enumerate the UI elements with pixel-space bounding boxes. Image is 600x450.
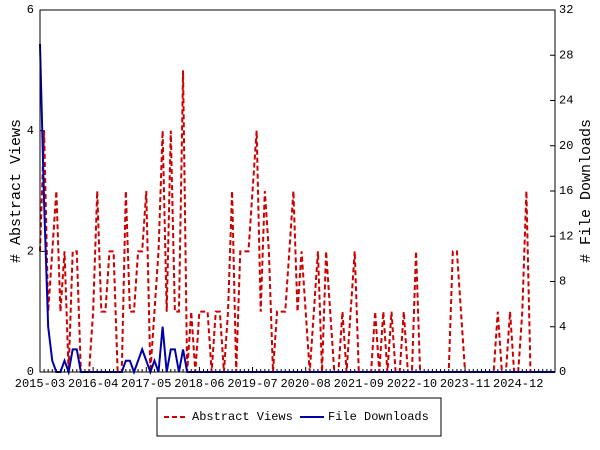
x-tick-label: 2020-08 (280, 377, 330, 391)
y2-tick-label: 32 (559, 3, 573, 17)
legend-label: Abstract Views (192, 410, 293, 424)
y2-tick-label: 24 (559, 94, 573, 108)
x-tick-label: 2016-04 (68, 377, 118, 391)
y2-axis-title: # File Downloads (578, 119, 595, 263)
x-tick-label: 2022-10 (387, 377, 437, 391)
y-tick-label: 6 (27, 3, 34, 17)
y-tick-label: 4 (27, 124, 34, 138)
y2-tick-label: 8 (559, 275, 566, 289)
legend-box (156, 397, 442, 437)
x-tick-label: 2019-07 (227, 377, 277, 391)
y2-tick-label: 28 (559, 48, 573, 62)
legend-label: File Downloads (328, 410, 429, 424)
x-tick-label: 2017-05 (121, 377, 171, 391)
x-tick-label: 2023-11 (440, 377, 490, 391)
y-tick-label: 2 (27, 245, 34, 259)
x-tick-label: 2021-09 (334, 377, 384, 391)
y-tick-label: 0 (27, 365, 34, 379)
x-tick-label: 2024-12 (493, 377, 543, 391)
y-axis-title: # Abstract Views (8, 119, 25, 263)
y2-tick-label: 0 (559, 365, 566, 379)
x-tick-label: 2018-06 (174, 377, 224, 391)
y2-tick-label: 4 (559, 320, 566, 334)
y2-tick-label: 12 (559, 229, 573, 243)
y2-tick-label: 16 (559, 184, 573, 198)
plot-frame (39, 9, 556, 373)
y2-tick-label: 20 (559, 139, 573, 153)
x-tick-label: 2015-03 (15, 377, 65, 391)
